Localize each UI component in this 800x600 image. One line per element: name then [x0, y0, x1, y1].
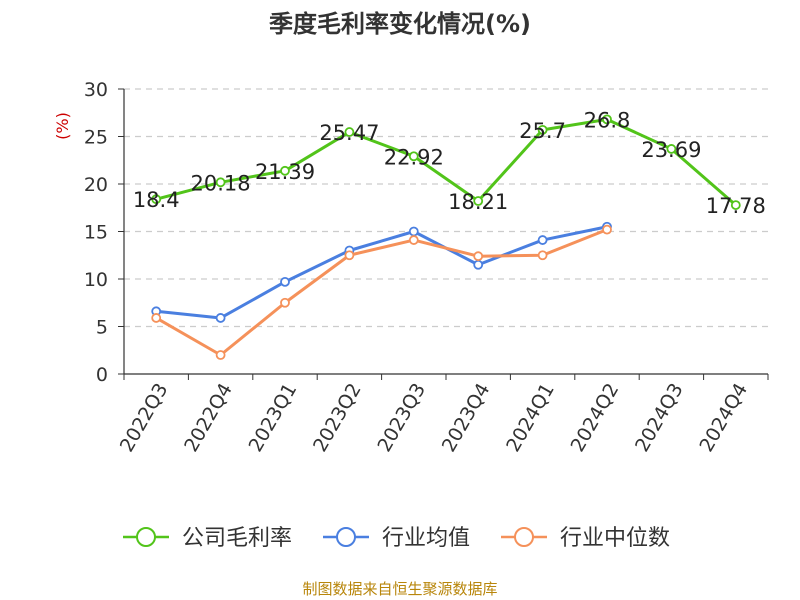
series-point [537, 235, 548, 245]
series-point [537, 250, 548, 261]
series-point [215, 177, 226, 188]
series-point [408, 226, 419, 237]
series-point [344, 250, 355, 261]
x-tick-label: 2024Q2 [567, 380, 624, 456]
series-point [408, 235, 419, 245]
data-label: 17.78 [706, 194, 766, 218]
series-point [344, 127, 355, 137]
x-tick-label: 2023Q3 [373, 380, 430, 456]
y-tick-label: 30 [84, 79, 108, 101]
x-tick-label: 2023Q1 [245, 380, 302, 456]
data-label: 22.92 [384, 145, 444, 169]
series-point [602, 224, 612, 235]
series-point [730, 200, 741, 210]
legend: 公司毛利率 行业均值 行业中位数 [123, 526, 670, 551]
y-tick-label: 0 [96, 364, 108, 386]
series-point [537, 124, 548, 135]
series-point [280, 276, 290, 287]
legend-marker [514, 527, 534, 547]
y-tick-label: 10 [84, 269, 108, 291]
x-tick-label: 2022Q3 [116, 380, 173, 456]
series-point [473, 196, 484, 206]
legend-label: 行业中位数 [560, 526, 670, 551]
y-tick-label: 25 [84, 127, 108, 149]
series-point [280, 297, 290, 308]
data-source-note: 制图数据来自恒生聚源数据库 [302, 580, 498, 598]
series-point [602, 114, 612, 125]
data-label: 26.8 [584, 108, 631, 132]
legend-label: 行业均值 [382, 526, 470, 551]
data-label: 18.21 [448, 190, 508, 214]
legend-marker [136, 527, 156, 547]
data-label: 25.47 [319, 121, 379, 145]
series-point [215, 313, 226, 323]
data-label: 25.7 [519, 119, 566, 143]
series-point [473, 259, 484, 270]
data-label: 20.18 [191, 171, 251, 195]
series-point [151, 313, 162, 323]
x-tick-label: 2024Q1 [502, 380, 559, 456]
y-tick-label: 15 [84, 222, 108, 244]
x-tick-label: 2022Q4 [180, 380, 237, 456]
x-tick-label: 2023Q2 [309, 380, 366, 456]
data-label: 23.69 [641, 138, 701, 162]
series-point [280, 165, 290, 176]
series-line [156, 225, 608, 320]
chart-title: 季度毛利率变化情况(%) [269, 10, 531, 38]
series-point [408, 151, 419, 162]
series-point [215, 350, 226, 360]
y-tick-label: 20 [84, 174, 108, 196]
x-tick-label: 2024Q3 [631, 380, 688, 456]
x-tick-label: 2023Q4 [438, 380, 495, 456]
grid-lines [124, 88, 768, 328]
x-tick-label: 2024Q4 [695, 380, 752, 456]
series-lines [151, 114, 741, 360]
series-point [473, 251, 484, 262]
y-axis-label: (%) [53, 112, 72, 140]
data-label: 21.39 [255, 160, 315, 184]
series-line [155, 228, 608, 357]
legend-label: 公司毛利率 [182, 526, 292, 551]
series-point [666, 144, 677, 154]
series-line [155, 117, 737, 207]
legend-marker [336, 527, 356, 547]
data-label: 18.4 [133, 188, 180, 212]
y-tick-label: 5 [96, 317, 108, 339]
series-point [151, 194, 162, 205]
